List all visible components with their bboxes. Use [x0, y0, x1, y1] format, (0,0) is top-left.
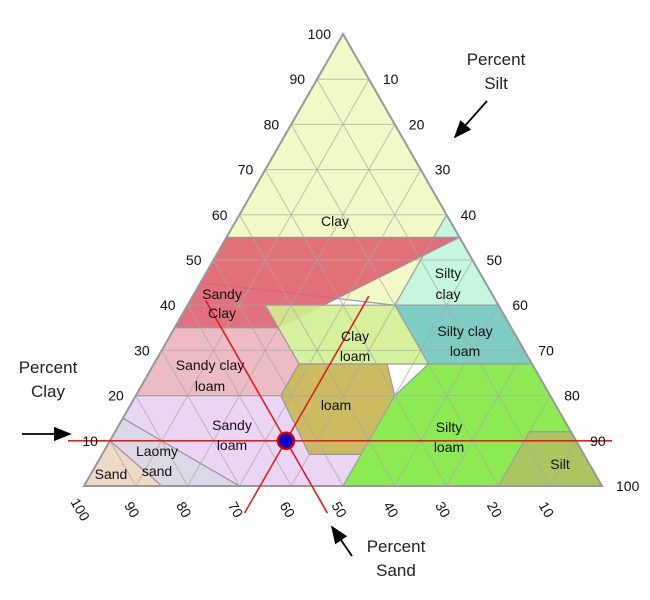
silt-tick-label: 60 — [512, 297, 528, 313]
sand-reading-line — [205, 300, 329, 514]
grid-line-silt — [135, 78, 370, 487]
clay-tick-label: 20 — [108, 388, 124, 404]
zone-label-sandy-clay-loam-1: Sandy clay — [176, 357, 244, 373]
silt-axis-label: Percent Silt — [453, 50, 526, 139]
sand-arrow-icon — [330, 525, 353, 557]
grid-line-silt — [342, 259, 473, 487]
zone-label-sandy-clay-2: Clay — [208, 305, 236, 321]
clay-tick-label: 50 — [186, 252, 202, 268]
zone-label-sandy-loam-1: Sandy — [212, 417, 252, 433]
silt-tick-label: 50 — [487, 252, 503, 268]
silt-tick-label: 40 — [461, 207, 477, 223]
zone-label-silty-clay-loam-2: loam — [450, 343, 480, 359]
clay-tick-label: 10 — [82, 433, 98, 449]
silt-axis-label-line1: Percent — [467, 50, 526, 69]
silt-tick-label: 80 — [564, 388, 580, 404]
zone-label-sand: Sand — [95, 466, 128, 482]
silt-axis-label-line2: Silt — [484, 74, 508, 93]
silt-reading-line — [243, 295, 370, 514]
clay-tick-label: 30 — [134, 342, 150, 358]
triangle-frame — [82, 31, 604, 487]
zone-label-loamy-sand-2: sand — [142, 463, 172, 479]
grid-line-silt — [446, 350, 525, 487]
clay-axis-label-line2: Clay — [31, 382, 66, 401]
sand-tick-label: 90 — [121, 499, 143, 521]
grid-line-sand — [161, 350, 240, 487]
zone-label-clay-loam-2: loam — [340, 348, 370, 364]
sand-tick-label: 30 — [432, 499, 454, 521]
zone-label-clay: Clay — [321, 213, 349, 229]
sand-tick-label: 60 — [277, 499, 299, 521]
grid-line-silt — [394, 304, 499, 487]
sand-tick-label: 50 — [329, 499, 351, 521]
zone-label-loam: loam — [321, 397, 351, 413]
zone-label-sandy-clay-loam-2: loam — [195, 378, 225, 394]
clay-tick-label: 100 — [308, 26, 332, 42]
clay-tick-label: 70 — [238, 162, 254, 178]
silt-tick-label: 90 — [590, 433, 606, 449]
silt-tick-label: 100 — [616, 478, 640, 494]
zone-labels: Clay Silty clay Sandy Clay Silty clay lo… — [95, 213, 570, 482]
grid-line-silt — [238, 169, 422, 487]
sand-tick-label: 20 — [484, 499, 506, 521]
grid-line-sand — [109, 440, 137, 487]
grid-line-silt — [549, 440, 577, 487]
triangle-outline — [82, 31, 604, 487]
silt-tick-label: 70 — [538, 342, 554, 358]
silt-tick-label: 30 — [435, 162, 451, 178]
grid-line-sand — [213, 259, 344, 487]
clay-axis-label: Percent Clay — [19, 358, 78, 442]
sand-tick-label: 100 — [68, 495, 94, 523]
sand-tick-label: 80 — [173, 499, 195, 521]
silt-tick-label: 10 — [383, 71, 399, 87]
sample-point-marker — [276, 431, 296, 451]
grid-line-sand — [264, 169, 448, 487]
sand-axis-label-line1: Percent — [367, 537, 426, 556]
clay-tick-label: 40 — [160, 297, 176, 313]
zone-label-clay-loam-1: Clay — [341, 328, 369, 344]
zone-label-silty-loam-2: loam — [434, 439, 464, 455]
sand-tick-label: 10 — [536, 499, 558, 521]
grid-line-sand — [316, 78, 551, 487]
sand-axis-label-line2: Sand — [376, 561, 416, 580]
clay-tick-label: 80 — [264, 116, 280, 132]
clay-tick-label: 60 — [212, 207, 228, 223]
clay-axis-label-line1: Percent — [19, 358, 78, 377]
clay-tick-label: 90 — [290, 71, 306, 87]
zone-label-sandy-clay-1: Sandy — [202, 286, 242, 302]
sand-axis-label: Percent Sand — [330, 525, 426, 580]
silt-tick-label: 20 — [409, 116, 425, 132]
zone-label-silty-clay-2: clay — [436, 286, 461, 302]
sand-tick-label: 40 — [380, 499, 402, 521]
grid-line-sand — [187, 304, 292, 487]
zone-label-silty-loam-1: Silty — [436, 419, 462, 435]
zone-label-silt: Silt — [550, 456, 570, 472]
zone-label-sandy-loam-2: loam — [217, 437, 247, 453]
sand-tick-label: 70 — [225, 499, 247, 521]
zone-label-silty-clay-1: Silty — [435, 265, 461, 281]
zone-label-silty-clay-loam-1: Silty clay — [437, 323, 492, 339]
silt-arrow-icon — [453, 100, 488, 139]
tick-labels: 10 20 30 40 50 60 70 80 90 100 10 20 30 40 50 60 70 80 90 1… — [68, 26, 640, 524]
reading-lines — [68, 295, 612, 514]
zone-label-loamy-sand-1: Laomy — [136, 443, 178, 459]
